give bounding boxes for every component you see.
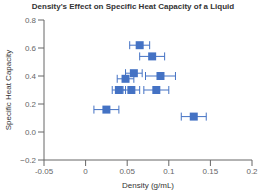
html-text:Density's Effect on Specific H: Density's Effect on Specific Heat Capaci… xyxy=(31,2,235,11)
svg-text:0.6: 0.6 xyxy=(25,44,37,53)
svg-text:0.2: 0.2 xyxy=(246,167,258,176)
svg-text:0: 0 xyxy=(83,167,88,176)
svg-text:Density (g/mL): Density (g/mL) xyxy=(122,181,174,190)
svg-text:Specific Heat Capacity: Specific Heat Capacity xyxy=(4,50,13,130)
svg-text:0.4: 0.4 xyxy=(25,72,37,81)
svg-text:−0.2: −0.2 xyxy=(20,156,36,165)
svg-text:0.05: 0.05 xyxy=(119,167,135,176)
svg-text:-0.05: -0.05 xyxy=(35,167,54,176)
svg-text:0.2: 0.2 xyxy=(25,100,37,109)
svg-text:0.1: 0.1 xyxy=(163,167,175,176)
svg-text:0.15: 0.15 xyxy=(203,167,219,176)
svg-text:0.8: 0.8 xyxy=(25,16,37,25)
svg-text:0.0: 0.0 xyxy=(25,128,37,137)
